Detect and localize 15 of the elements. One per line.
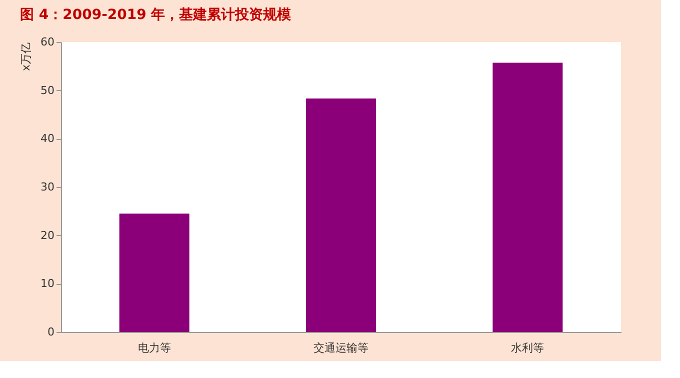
y-axis-title: x万亿 xyxy=(20,42,32,72)
y-tick-label: 10 xyxy=(40,277,54,290)
bar xyxy=(119,214,190,332)
x-tick-label: 水利等 xyxy=(511,342,544,354)
chart-title: 图 4：2009-2019 年，基建累计投资规模 xyxy=(20,7,292,23)
y-tick-label: 30 xyxy=(40,180,54,194)
bar xyxy=(306,98,376,332)
x-tick-label: 交通运输等 xyxy=(314,342,368,354)
y-tick-label: 40 xyxy=(40,132,54,146)
y-tick-label: 50 xyxy=(40,84,54,97)
y-tick-label: 60 xyxy=(40,36,54,48)
y-tick-label: 0 xyxy=(48,326,54,338)
y-tick-label: 20 xyxy=(40,228,54,242)
bar xyxy=(492,62,563,332)
x-tick-label: 电力等 xyxy=(138,342,171,354)
